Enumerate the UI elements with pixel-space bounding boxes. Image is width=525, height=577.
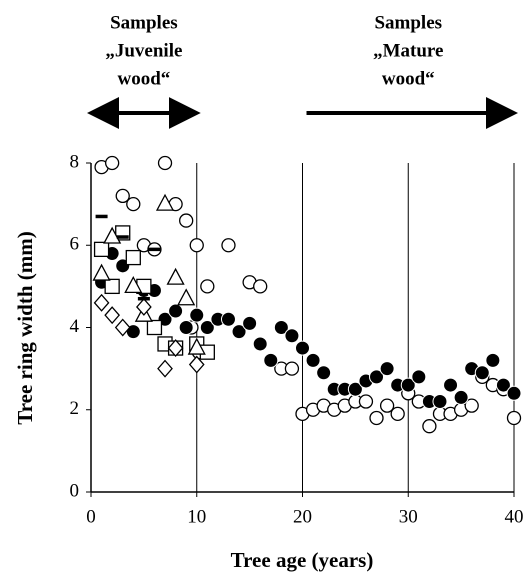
point bbox=[189, 307, 205, 323]
point bbox=[115, 188, 130, 204]
point bbox=[358, 394, 374, 409]
annotation-text: wood“ bbox=[382, 68, 435, 89]
point bbox=[189, 238, 204, 253]
point bbox=[253, 279, 268, 294]
x-tick-label: 10 bbox=[187, 506, 206, 527]
point bbox=[105, 155, 120, 171]
point bbox=[379, 398, 395, 413]
annotation-text: „Mature bbox=[373, 40, 443, 61]
point bbox=[167, 339, 184, 358]
point bbox=[220, 311, 236, 327]
y-tick-label: 6 bbox=[70, 234, 80, 255]
y-tick-label: 8 bbox=[70, 151, 80, 172]
annotation-text: „Juvenile bbox=[105, 40, 182, 61]
point bbox=[136, 297, 152, 316]
point bbox=[103, 226, 122, 244]
point bbox=[495, 377, 511, 393]
point bbox=[179, 213, 194, 228]
point bbox=[485, 352, 501, 368]
x-tick-label: 20 bbox=[293, 506, 312, 527]
point bbox=[506, 385, 522, 401]
point bbox=[474, 365, 490, 381]
point bbox=[231, 324, 247, 340]
point bbox=[104, 278, 120, 295]
point bbox=[316, 365, 332, 381]
point bbox=[188, 355, 205, 374]
point bbox=[284, 361, 300, 376]
point bbox=[166, 267, 185, 285]
point bbox=[347, 381, 363, 397]
point bbox=[125, 249, 141, 266]
point bbox=[422, 419, 437, 434]
point bbox=[390, 406, 405, 422]
point bbox=[369, 369, 385, 385]
x-tick-label: 30 bbox=[399, 506, 418, 527]
point bbox=[221, 238, 236, 253]
point bbox=[187, 337, 206, 355]
point bbox=[273, 320, 289, 335]
x-axis-title: Tree age (years) bbox=[231, 548, 374, 572]
point bbox=[177, 288, 196, 306]
point bbox=[443, 377, 459, 393]
point bbox=[252, 336, 268, 352]
point bbox=[295, 340, 310, 356]
point bbox=[124, 275, 143, 294]
point bbox=[379, 361, 395, 377]
y-tick-label: 0 bbox=[70, 480, 80, 501]
annotation-text: Samples bbox=[110, 12, 178, 33]
point bbox=[168, 303, 184, 319]
point bbox=[146, 319, 163, 336]
point bbox=[242, 315, 258, 331]
point bbox=[199, 320, 215, 335]
point bbox=[464, 398, 479, 413]
point bbox=[305, 352, 321, 368]
point bbox=[369, 410, 384, 426]
point bbox=[284, 328, 300, 344]
point bbox=[432, 394, 448, 410]
annotation-text: Samples bbox=[374, 12, 442, 33]
point bbox=[200, 279, 215, 294]
point bbox=[411, 369, 427, 385]
point bbox=[126, 196, 141, 212]
y-axis-title: Tree ring width (mm) bbox=[13, 231, 37, 424]
point bbox=[93, 241, 110, 258]
point bbox=[93, 293, 110, 312]
point bbox=[104, 306, 121, 325]
point bbox=[157, 155, 173, 171]
point bbox=[114, 318, 131, 337]
x-tick-label: 40 bbox=[505, 506, 524, 527]
y-tick-label: 4 bbox=[70, 316, 80, 337]
point bbox=[155, 193, 175, 211]
y-tick-label: 2 bbox=[70, 398, 80, 419]
point bbox=[453, 389, 469, 405]
point bbox=[400, 377, 416, 393]
point bbox=[157, 359, 173, 378]
point bbox=[178, 320, 194, 335]
point bbox=[92, 263, 111, 281]
annotation-text: wood“ bbox=[117, 68, 170, 89]
point bbox=[506, 410, 522, 426]
point bbox=[263, 352, 279, 368]
x-tick-label: 0 bbox=[86, 506, 96, 527]
